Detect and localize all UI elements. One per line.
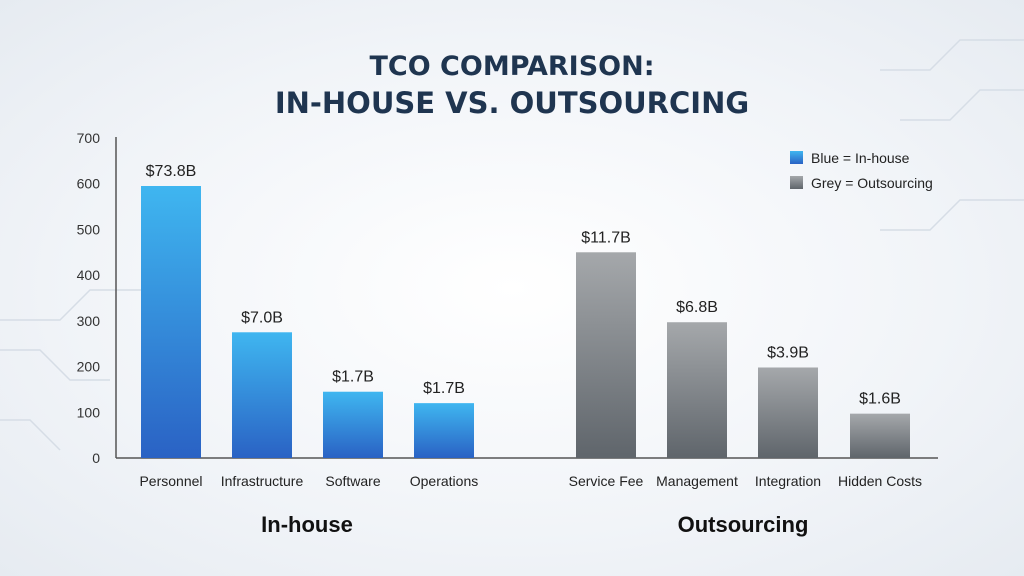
y-tick-label: 600 [77, 176, 101, 192]
x-tick-label: Integration [755, 473, 821, 489]
y-tick-label: 300 [77, 313, 101, 329]
x-tick-label: Infrastructure [221, 473, 304, 489]
legend-label-in-house: Blue = In-house [811, 150, 910, 166]
y-tick-label: 700 [77, 130, 101, 146]
bar-integration [758, 367, 818, 458]
x-tick-label: Operations [410, 473, 478, 489]
data-label: $73.8B [146, 163, 197, 180]
data-label: $11.7B [581, 229, 631, 246]
x-tick-label: Software [325, 473, 380, 489]
bar-operations [414, 403, 474, 458]
chart-title: TCO COMPARISON: [369, 51, 654, 82]
bar-software [323, 391, 383, 458]
bar-hidden-costs [850, 413, 910, 458]
group-label-in-house: In-house [261, 512, 353, 537]
bar-management [667, 322, 727, 458]
data-label: $1.7B [423, 380, 465, 397]
x-tick-label: Hidden Costs [838, 473, 922, 489]
data-label: $1.7B [332, 369, 374, 386]
x-tick-label: Management [656, 473, 738, 489]
data-label: $7.0B [241, 309, 283, 326]
y-tick-label: 200 [77, 359, 101, 375]
bar-infrastructure [232, 332, 292, 458]
data-label: $6.8B [676, 299, 718, 316]
bar-service-fee [576, 252, 636, 458]
y-tick-label: 400 [77, 267, 101, 283]
x-tick-label: Personnel [139, 473, 202, 489]
legend-swatch-in-house [790, 151, 803, 164]
chart-subtitle: IN-HOUSE VS. OUTSOURCING [275, 86, 749, 120]
y-tick-label: 0 [92, 450, 100, 466]
bar-personnel [141, 186, 201, 458]
y-tick-label: 500 [77, 221, 101, 237]
x-tick-label: Service Fee [569, 473, 644, 489]
legend-label-outsourcing: Grey = Outsourcing [811, 175, 933, 191]
data-label: $3.9B [767, 344, 809, 361]
y-tick-label: 100 [77, 404, 101, 420]
legend-swatch-outsourcing [790, 176, 803, 189]
group-label-outsourcing: Outsourcing [678, 512, 809, 537]
legend: Blue = In-house Grey = Outsourcing [790, 150, 933, 191]
circuit-decoration [0, 39, 1024, 451]
data-label: $1.6B [859, 391, 901, 408]
